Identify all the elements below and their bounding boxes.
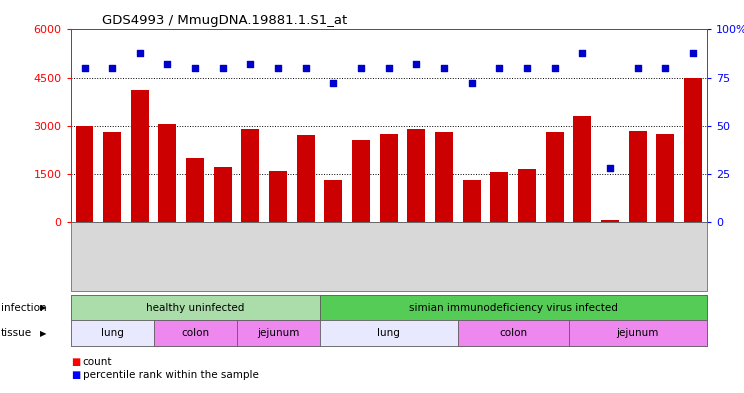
Point [327,80,339,86]
Bar [324,180,342,222]
Bar [269,171,287,222]
Text: healthy uninfected: healthy uninfected [146,303,244,312]
Bar [214,167,232,222]
Point [687,50,699,56]
Bar [601,220,619,222]
Text: ▶: ▶ [40,329,46,338]
Text: colon: colon [499,328,527,338]
Bar [131,90,149,222]
Bar [656,134,674,222]
Text: count: count [83,356,112,367]
Bar [186,158,204,222]
Text: jejunum: jejunum [617,328,659,338]
Bar [352,140,370,222]
Point [217,65,228,71]
Point [272,65,284,71]
Bar [629,130,647,222]
Text: ▶: ▶ [40,303,46,312]
Point [549,65,561,71]
Text: percentile rank within the sample: percentile rank within the sample [83,370,258,380]
Bar [242,129,260,222]
Bar [297,135,315,222]
Bar [545,132,564,222]
Bar [490,172,508,222]
Text: tissue: tissue [1,328,32,338]
Point [106,65,118,71]
Bar [76,126,94,222]
Point [79,65,91,71]
Text: infection: infection [1,303,46,312]
Point [521,65,533,71]
Point [382,65,394,71]
Bar [103,132,121,222]
Point [300,65,312,71]
Text: ■: ■ [71,370,80,380]
Point [161,61,173,67]
Text: ■: ■ [71,356,80,367]
Text: GDS4993 / MmugDNA.19881.1.S1_at: GDS4993 / MmugDNA.19881.1.S1_at [103,14,347,27]
Text: lung: lung [377,328,400,338]
Point [466,80,478,86]
Bar [379,134,398,222]
Point [632,65,644,71]
Point [604,165,616,171]
Point [355,65,367,71]
Point [245,61,257,67]
Text: simian immunodeficiency virus infected: simian immunodeficiency virus infected [408,303,618,312]
Point [134,50,146,56]
Point [411,61,423,67]
Point [577,50,589,56]
Bar [684,77,702,222]
Point [659,65,671,71]
Bar [574,116,591,222]
Bar [518,169,536,222]
Text: colon: colon [181,328,209,338]
Text: jejunum: jejunum [257,328,299,338]
Text: lung: lung [100,328,124,338]
Bar [463,180,481,222]
Point [189,65,201,71]
Bar [158,124,176,222]
Point [438,65,450,71]
Bar [435,132,453,222]
Point [493,65,505,71]
Bar [408,129,426,222]
